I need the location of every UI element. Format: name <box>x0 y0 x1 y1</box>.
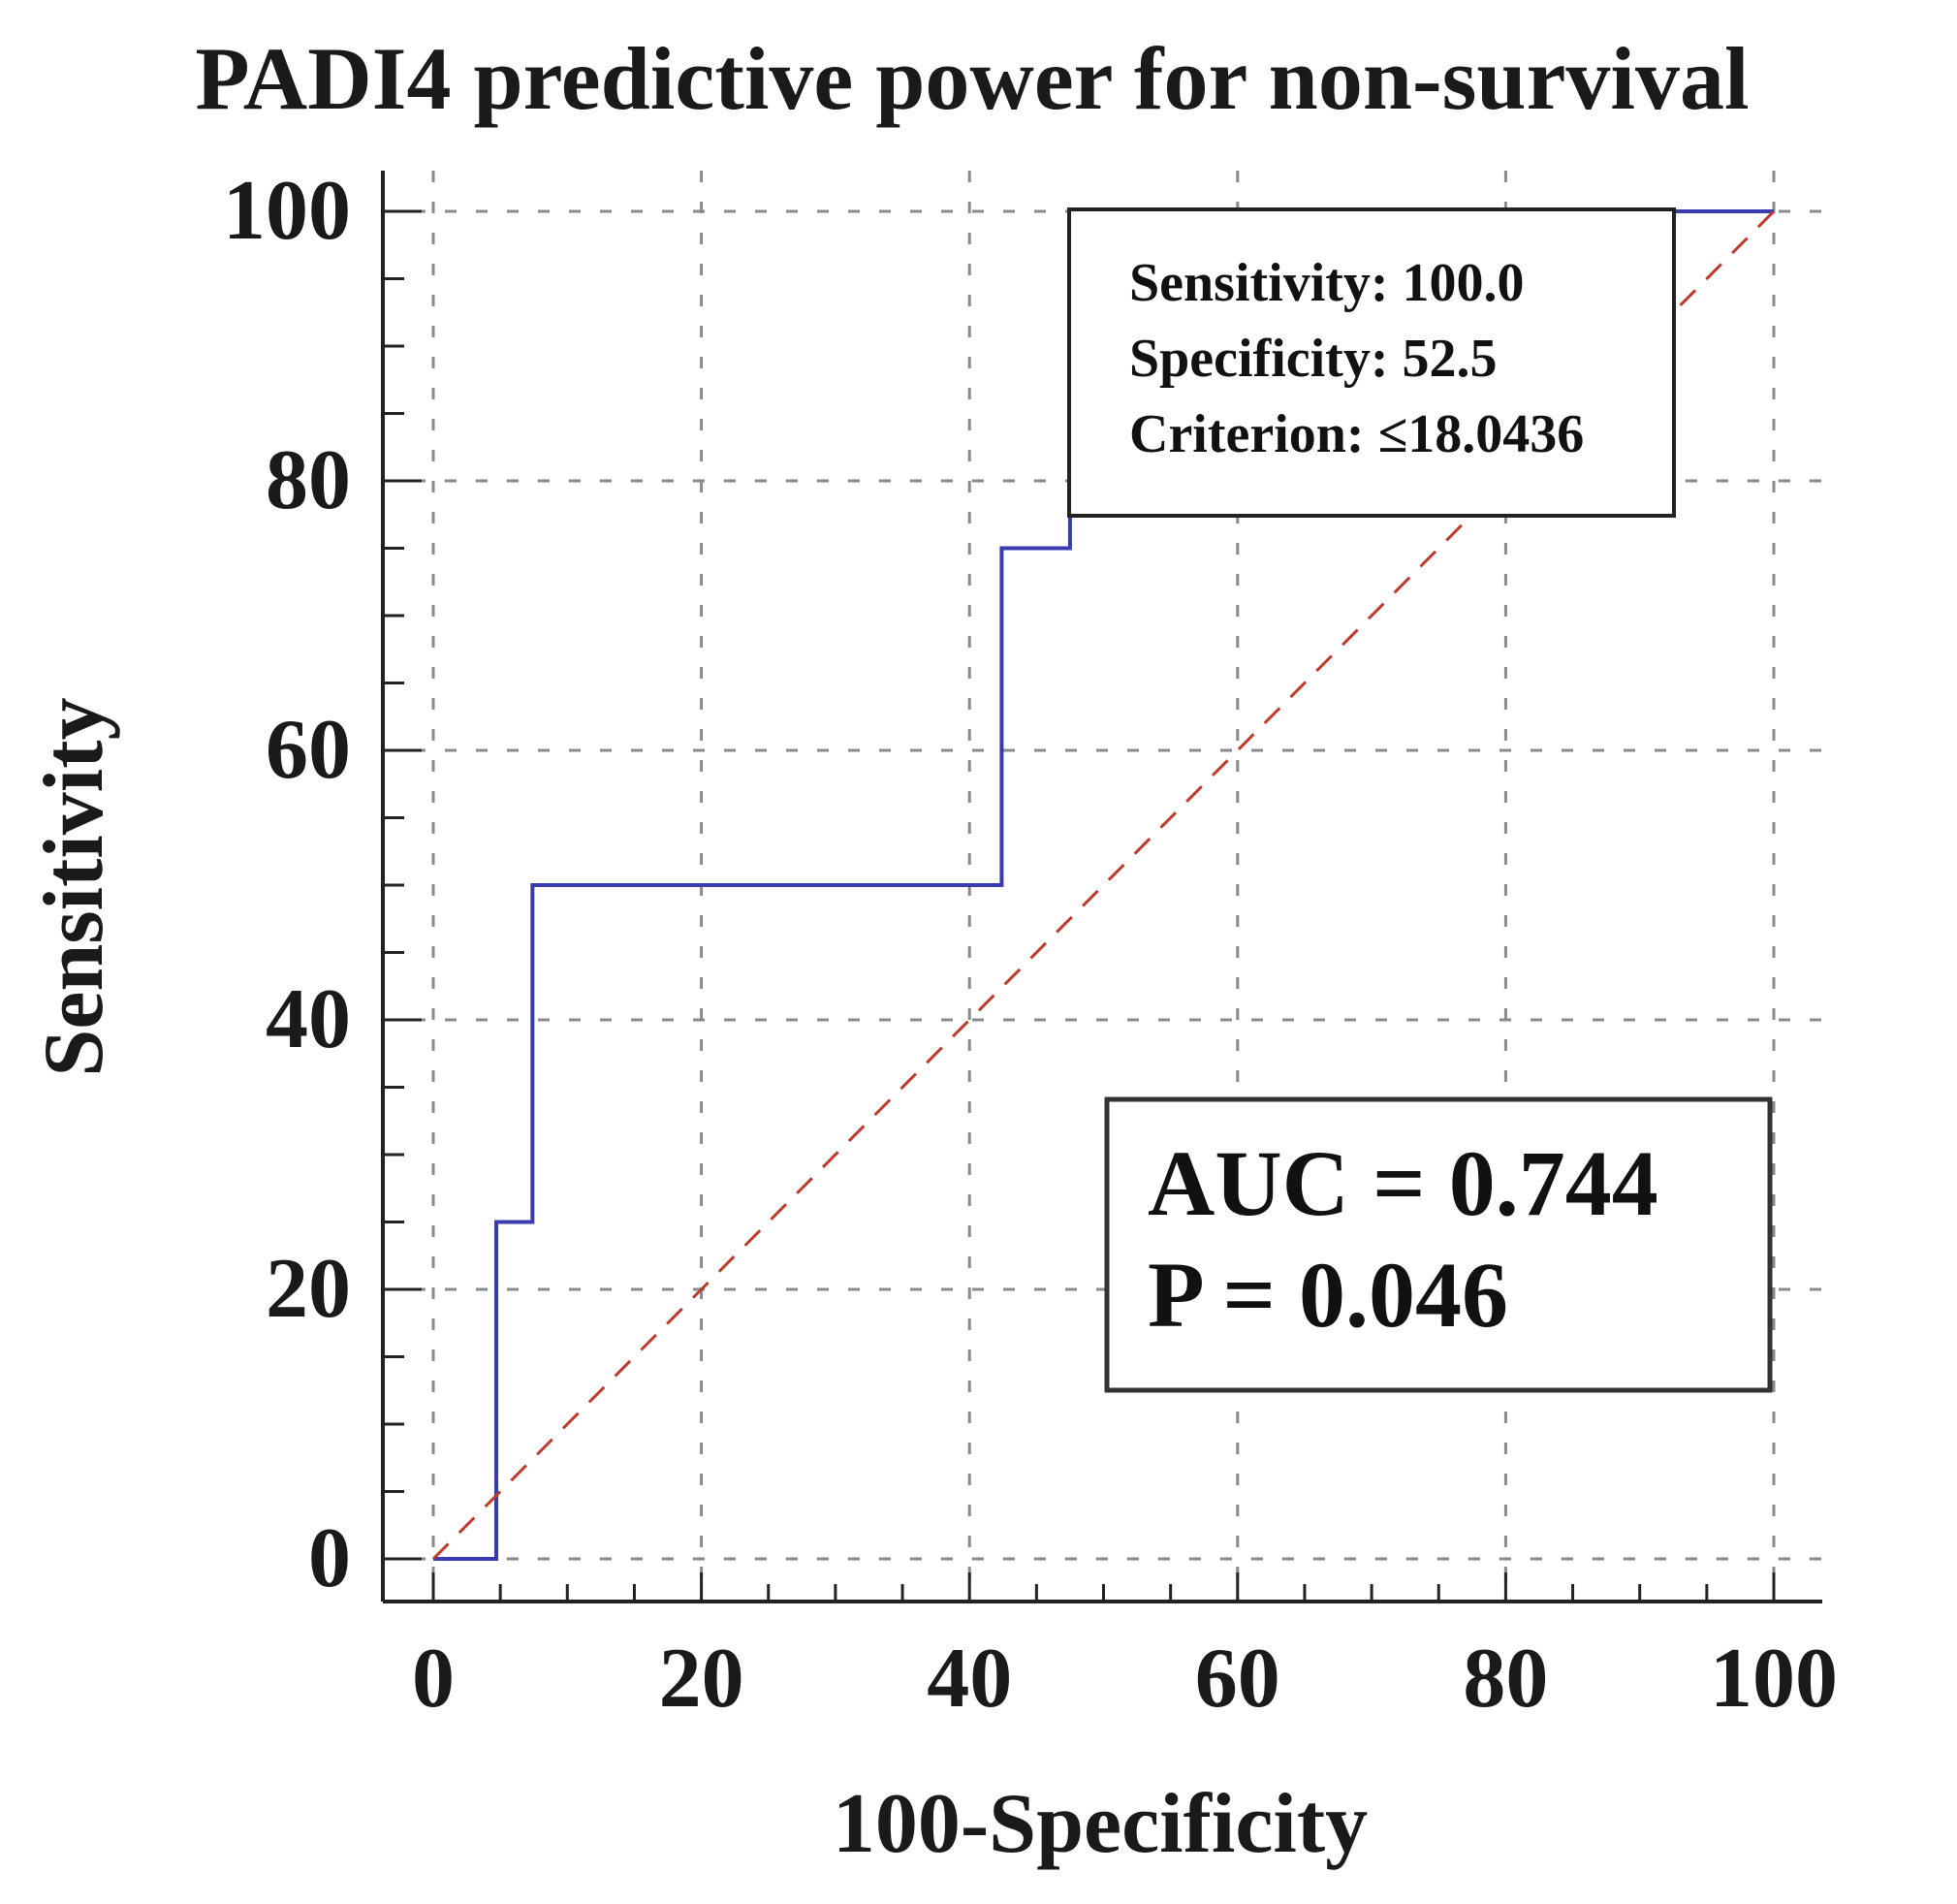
p-value: P = 0.046 <box>1148 1243 1508 1347</box>
y-tick-labels: 0 20 40 60 80 100 <box>223 164 351 1605</box>
y-axis-label: Sensitivity <box>27 697 121 1076</box>
x-tick-label: 60 <box>1195 1632 1280 1726</box>
auc-box: AUC = 0.744 P = 0.046 <box>1104 1096 1773 1393</box>
y-tick-label: 60 <box>266 703 351 797</box>
auc-value: AUC = 0.744 <box>1148 1131 1658 1235</box>
x-tick-label: 40 <box>927 1632 1012 1726</box>
criterion-sensitivity: Sensitivity: 100.0 <box>1129 253 1525 313</box>
tick-marks <box>383 209 1776 1602</box>
y-tick-label: 100 <box>223 164 351 258</box>
criterion-box: Sensitivity: 100.0 Specificity: 52.5 Cri… <box>1067 207 1676 518</box>
criterion-box-frame <box>1067 207 1676 518</box>
x-tick-labels: 0 20 40 60 80 100 <box>412 1632 1838 1726</box>
x-tick-label: 0 <box>412 1632 455 1726</box>
x-tick-label: 20 <box>659 1632 744 1726</box>
x-tick-label: 80 <box>1463 1632 1548 1726</box>
y-tick-label: 40 <box>266 972 351 1066</box>
criterion-specificity: Specificity: 52.5 <box>1129 329 1497 389</box>
y-tick-label: 80 <box>266 433 351 527</box>
y-tick-label: 20 <box>266 1242 351 1336</box>
chart-title: PADI4 predictive power for non-survival <box>195 29 1749 128</box>
auc-box-frame <box>1104 1096 1773 1393</box>
x-tick-label: 100 <box>1710 1632 1838 1726</box>
y-tick-label: 0 <box>308 1511 351 1605</box>
criterion-value: Criterion: ≤18.0436 <box>1129 404 1584 464</box>
x-axis-label: 100-Specificity <box>833 1777 1368 1871</box>
